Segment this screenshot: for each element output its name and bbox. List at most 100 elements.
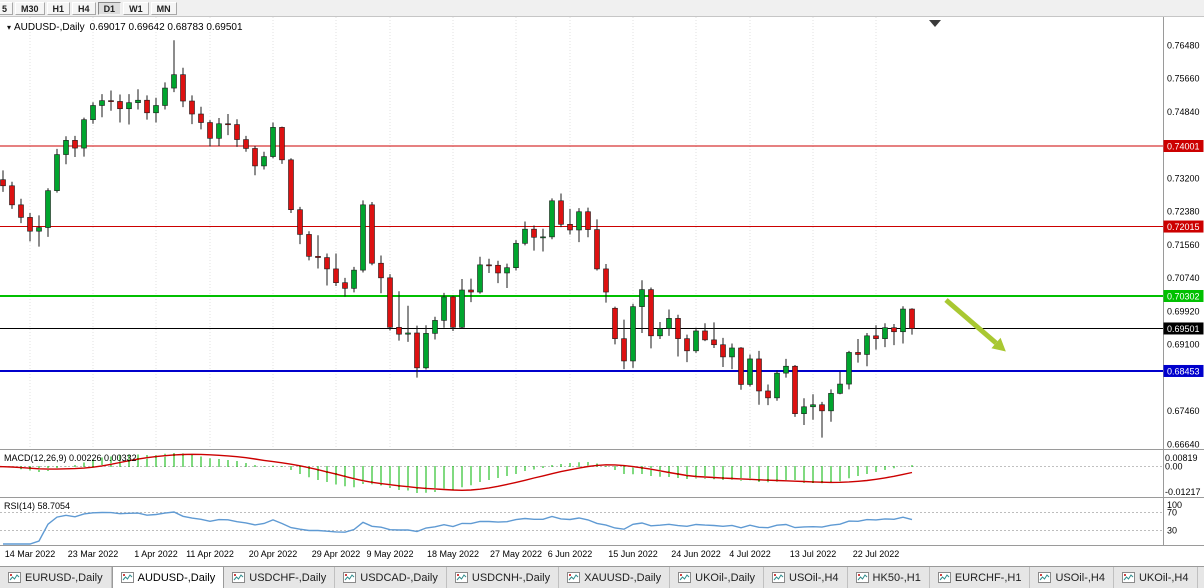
tab-chart-icon <box>772 572 786 583</box>
candle-up <box>828 393 834 412</box>
candle-down <box>342 282 348 289</box>
tab-chart-icon <box>1038 572 1052 583</box>
tab-chart-icon <box>120 572 134 583</box>
candle-down <box>711 339 717 346</box>
price-tick-label: 0.69920 <box>1167 306 1200 316</box>
chart-tab-ukoil-daily[interactable]: UKOil-,Daily <box>670 567 765 588</box>
date-label: 14 Mar 2022 <box>5 549 56 559</box>
timeframe-button-m30[interactable]: M30 <box>15 1 45 15</box>
chart-area[interactable]: 0.76480 0.75660 0.74840 0.73200 0.72380 0.715… <box>0 17 1204 566</box>
chart-tab-eurchf-h1[interactable]: EURCHF-,H1 <box>930 567 1031 588</box>
tab-label: EURUSD-,Daily <box>25 571 103 584</box>
chart-tab-audusd-daily[interactable]: AUDUSD-,Daily <box>111 567 225 588</box>
candle-down <box>333 268 339 283</box>
chart-menu-icon: ▾ <box>7 23 12 32</box>
price-tick-label: 0.66640 <box>1167 439 1200 449</box>
candle-up <box>513 243 519 268</box>
tab-label: XAUUSD-,Daily <box>584 571 662 584</box>
candle-up <box>126 102 132 110</box>
candle-up <box>729 347 735 358</box>
candle-down <box>9 185 15 206</box>
tab-chart-icon <box>232 572 246 583</box>
chart-tab-usoil-h4[interactable]: USOil-,H4 <box>1030 567 1114 588</box>
price-tick-label: 0.74840 <box>1167 107 1200 117</box>
trend-arrow-head <box>991 337 1006 352</box>
candle-up <box>522 228 528 244</box>
chart-tab-hk50-h1[interactable]: HK50-,H1 <box>848 567 930 588</box>
tab-label: UKOil-,Daily <box>695 571 756 584</box>
chart-tab-usdcad-daily[interactable]: USDCAD-,Daily <box>335 567 447 588</box>
date-label: 23 Mar 2022 <box>68 549 119 559</box>
candle-up <box>81 119 87 149</box>
date-label: 4 Jul 2022 <box>729 549 771 559</box>
candle-up <box>900 308 906 333</box>
tab-label: USDCNH-,Daily <box>471 571 551 584</box>
macd-axis-max: 0.00819 <box>1165 453 1198 463</box>
timeframe-button-w1[interactable]: W1 <box>123 1 149 15</box>
timeframe-button-d1[interactable]: D1 <box>97 1 122 15</box>
candle-down <box>180 74 186 102</box>
date-label: 15 Jun 2022 <box>608 549 658 559</box>
tab-label: AUDUSD-,Daily <box>137 571 216 584</box>
svg-text:0.72015: 0.72015 <box>1167 222 1200 232</box>
chart-symbol: AUDUSD-,Daily <box>14 22 85 33</box>
candle-down <box>486 264 492 267</box>
trend-arrow-shaft <box>944 298 998 345</box>
date-label: 29 Apr 2022 <box>312 549 361 559</box>
trend-arrow-annotation[interactable] <box>944 298 1006 352</box>
candle-down <box>756 358 762 392</box>
candle-down <box>414 332 420 369</box>
candle-up <box>36 227 42 232</box>
date-label: 13 Jul 2022 <box>790 549 837 559</box>
candle-up <box>162 87 168 106</box>
rsi-axis-30: 30 <box>1167 526 1177 536</box>
candle-up <box>351 269 357 289</box>
chart-tab-eurusd-daily[interactable]: EURUSD-,Daily <box>0 567 112 588</box>
candle-up <box>747 358 753 385</box>
chart-tab-usoil-h4[interactable]: USOil-,H4 <box>764 567 848 588</box>
timeframe-button-mn[interactable]: MN <box>150 1 177 15</box>
candle-up <box>216 123 222 139</box>
candle-up <box>540 236 546 239</box>
chart-tab-ukoil-h4[interactable]: UKOil-,H4 <box>1114 567 1198 588</box>
price-badge: 0.69501 <box>1163 322 1204 335</box>
chart-tab-xauusd-daily[interactable]: XAUUSD-,Daily <box>559 567 671 588</box>
candle-down <box>531 228 537 238</box>
tab-label: USDCAD-,Daily <box>360 571 438 584</box>
candle-down <box>909 308 915 329</box>
price-badge: 0.74001 <box>1163 140 1204 152</box>
price-tick-label: 0.71560 <box>1167 240 1200 250</box>
date-label: 11 Apr 2022 <box>186 549 234 559</box>
tab-label: EURCHF-,H1 <box>954 571 1022 584</box>
candle-up <box>405 332 411 335</box>
timeframe-button-5[interactable]: 5 <box>0 1 14 15</box>
svg-text:0.69501: 0.69501 <box>1167 324 1200 334</box>
candle-down <box>648 289 654 337</box>
candle-up <box>432 320 438 334</box>
chart-tab-usdcnh-daily[interactable]: USDCNH-,Daily <box>447 567 560 588</box>
timeframe-button-h1[interactable]: H1 <box>46 1 71 15</box>
candle-down <box>108 100 114 102</box>
chart-tab-usdchf-daily[interactable]: USDCHF-,Daily <box>224 567 336 588</box>
candle-up <box>63 140 69 155</box>
candle-up <box>360 204 366 271</box>
price-tick-label: 0.76480 <box>1167 40 1200 50</box>
candle-up <box>864 335 870 355</box>
candle-down <box>288 159 294 211</box>
candle-down <box>225 123 231 126</box>
price-chart[interactable]: 0.76480 0.75660 0.74840 0.73200 0.72380 0.715… <box>0 17 1204 566</box>
price-tick-label: 0.69100 <box>1167 340 1200 350</box>
tab-chart-icon <box>454 572 468 583</box>
candle-down <box>567 224 573 231</box>
candle-down <box>720 344 726 358</box>
timeframe-button-h4[interactable]: H4 <box>72 1 96 15</box>
candle-down <box>117 101 123 110</box>
candle-down <box>243 139 249 149</box>
tab-chart-icon <box>8 572 21 583</box>
date-label: 27 May 2022 <box>490 549 542 559</box>
candle-down <box>234 124 240 140</box>
candle-down <box>468 289 474 293</box>
chart-shift-marker[interactable] <box>929 20 941 27</box>
tab-chart-icon <box>678 572 692 583</box>
